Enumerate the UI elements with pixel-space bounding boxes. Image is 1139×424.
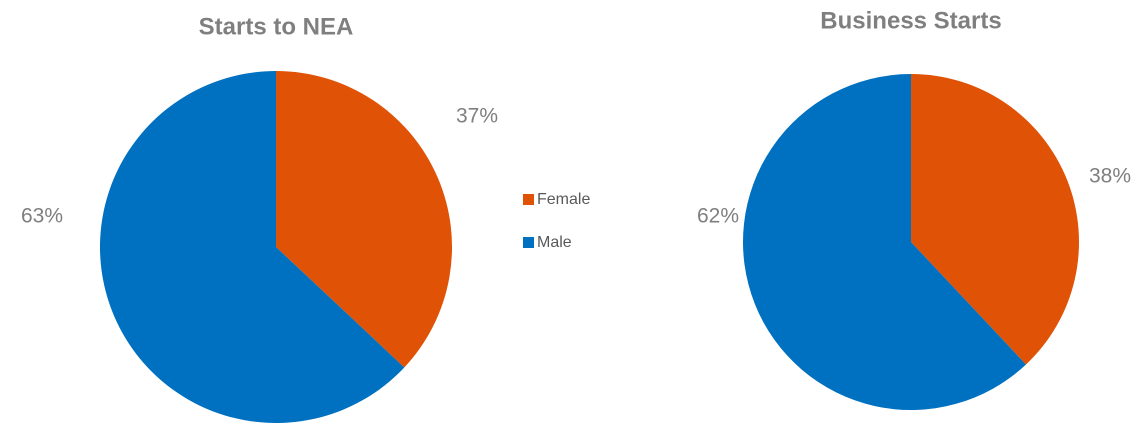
legend-label: Female: [537, 191, 590, 208]
legend-label: Male: [537, 234, 572, 251]
data-label: 63%: [21, 205, 63, 228]
pie-slice: [742, 74, 1027, 410]
data-label: 37%: [456, 105, 498, 128]
data-label: 38%: [1089, 165, 1131, 188]
pie-slice: [100, 71, 405, 423]
legend-swatch: [523, 237, 534, 248]
pie-slice: [276, 71, 453, 368]
chart-title: Starts to NEA: [199, 13, 354, 40]
data-label: 62%: [697, 205, 739, 228]
chart-title: Business Starts: [820, 7, 1001, 34]
pie-slice: [911, 74, 1079, 365]
legend-swatch: [523, 194, 534, 205]
